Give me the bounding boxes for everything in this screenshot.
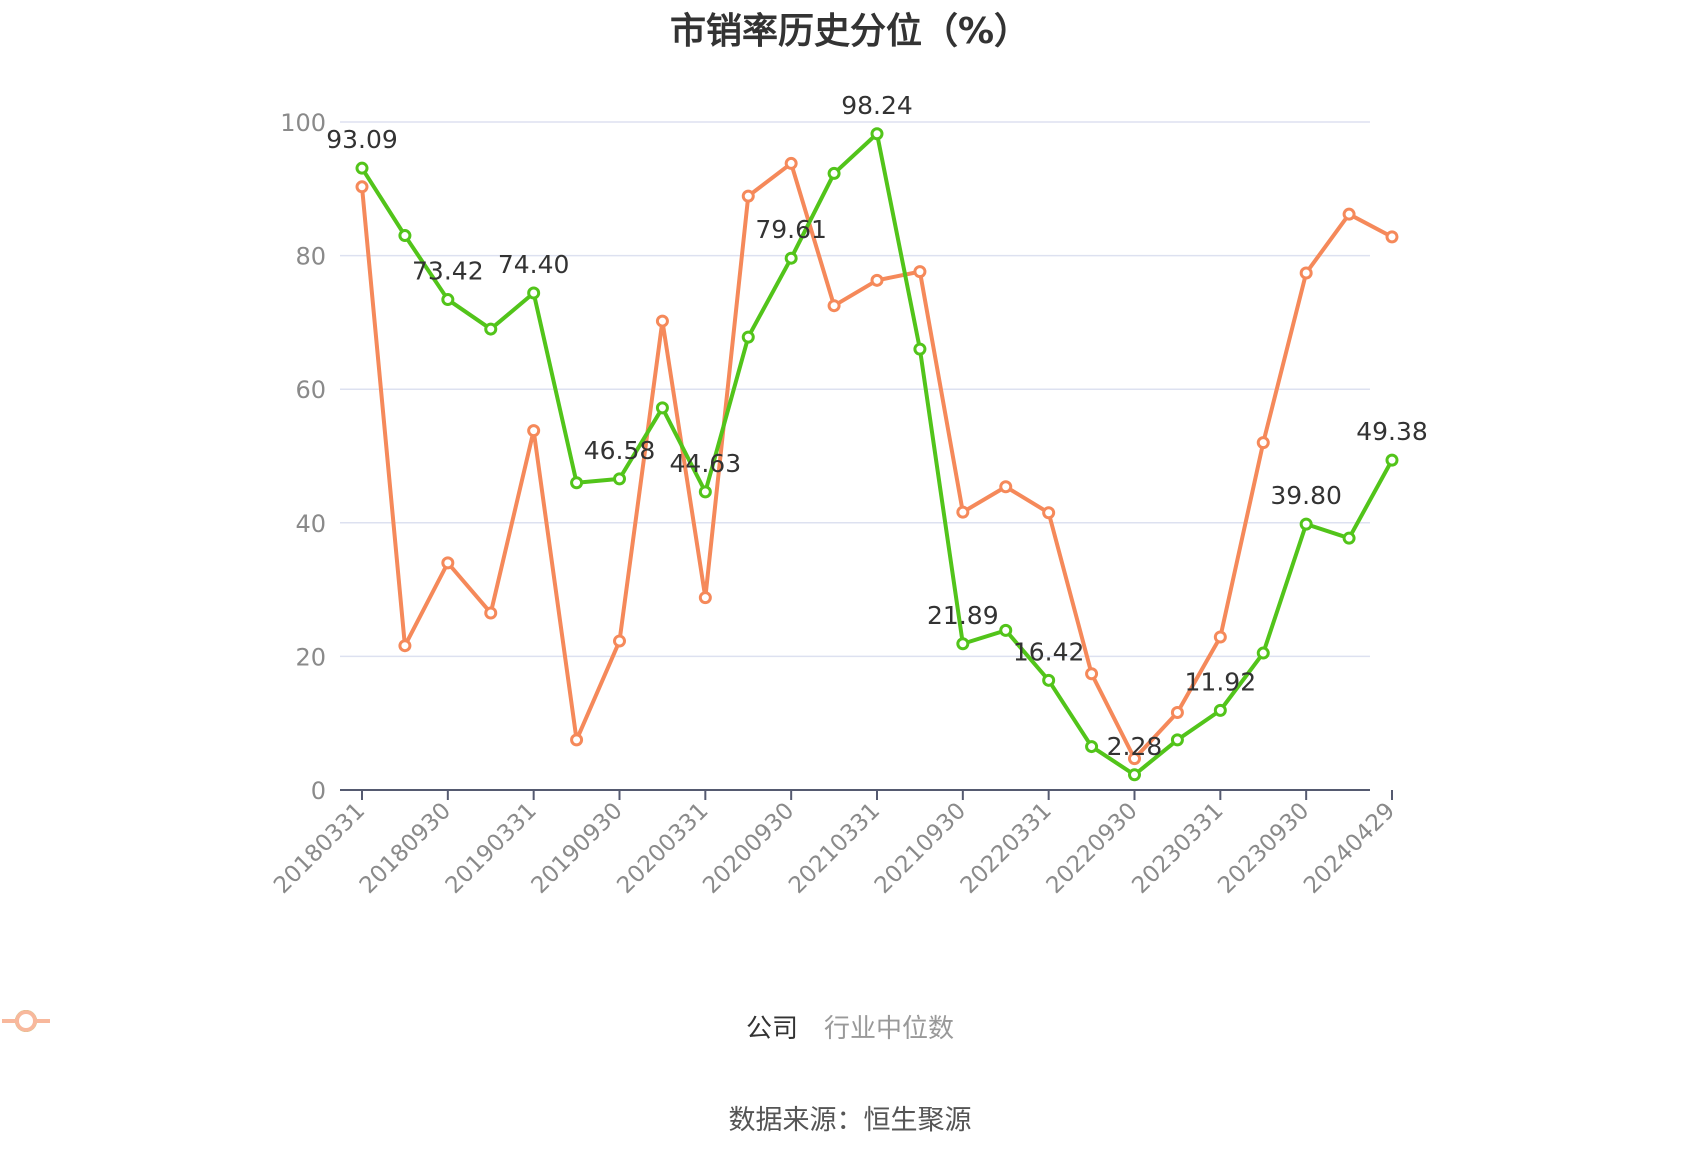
company-point (570, 476, 584, 490)
industry-point (1299, 266, 1313, 280)
industry-point (527, 424, 541, 438)
legend-label-company: 公司 (745, 1014, 798, 1044)
x-tick-label: 20210331 (784, 798, 885, 899)
data-label: 39.80 (1270, 481, 1342, 510)
series-layer (355, 127, 1399, 782)
industry-point (484, 606, 498, 620)
industry-point (956, 505, 970, 519)
data-label: 74.40 (498, 250, 570, 279)
x-tick-label: 20220930 (1042, 798, 1143, 899)
data-label: 79.61 (755, 215, 827, 244)
company-point (655, 401, 669, 415)
industry-point (913, 265, 927, 279)
industry-point (698, 591, 712, 605)
grid-layer (340, 121, 1370, 658)
industry-point (1085, 667, 1099, 681)
company-point (784, 251, 798, 265)
company-point (1213, 703, 1227, 717)
company-point (698, 485, 712, 499)
industry-point (1256, 436, 1270, 450)
industry-point (355, 180, 369, 194)
x-tick-label: 20230331 (1127, 798, 1228, 899)
industry-point (1385, 230, 1399, 244)
chart-title: 市销率历史分位（%） (669, 11, 1031, 52)
y-tick-label: 100 (280, 109, 326, 137)
company-point (1170, 733, 1184, 747)
industry-point (999, 480, 1013, 494)
company-point (870, 127, 884, 141)
industry-point (1042, 506, 1056, 520)
industry-point (1213, 630, 1227, 644)
data-label: 2.28 (1107, 732, 1163, 761)
y-tick-label: 60 (295, 376, 326, 404)
y-tick-label: 80 (295, 243, 326, 271)
industry-point (1342, 207, 1356, 221)
industry-point (827, 299, 841, 313)
company-point (956, 637, 970, 651)
legend: 公司 行业中位数 (0, 1008, 1700, 1045)
y-tick-label: 0 (311, 777, 326, 805)
data-label: 98.24 (841, 91, 913, 120)
company-point (1299, 517, 1313, 531)
company-point (441, 293, 455, 307)
industry-point (741, 189, 755, 203)
x-tick-label: 20210930 (870, 798, 971, 899)
x-tick-label: 20180331 (269, 798, 370, 899)
legend-label-industry: 行业中位数 (824, 1014, 955, 1044)
x-tick-label: 20180930 (355, 798, 456, 899)
legend-item-industry[interactable]: 行业中位数 (2, 1008, 955, 1045)
industry-legend-icon (2, 1010, 50, 1032)
company-point (827, 166, 841, 180)
industry-point (398, 639, 412, 653)
data-label: 93.09 (326, 125, 398, 154)
legend-item-company[interactable]: 公司 (2, 1008, 798, 1045)
data-label: 11.92 (1185, 667, 1257, 696)
axis-layer: 0 20 40 60 80 100 2018033120180930201903312019… (269, 109, 1400, 899)
y-tick-label: 20 (295, 643, 326, 671)
company-point (741, 330, 755, 344)
industry-point (655, 314, 669, 328)
data-label: 49.38 (1356, 417, 1428, 446)
x-tick-label: 20200331 (612, 798, 713, 899)
data-label-layer: 93.09 73.42 74.40 46.58 44.63 79.61 98.24 21.89… (326, 91, 1428, 761)
industry-point (1170, 706, 1184, 720)
x-tick-label: 20240429 (1299, 798, 1400, 899)
company-point (484, 322, 498, 336)
industry-point (441, 556, 455, 570)
company-point (999, 623, 1013, 637)
data-label: 46.58 (584, 436, 656, 465)
x-tick-label: 20230930 (1213, 798, 1314, 899)
industry-point (870, 273, 884, 287)
data-source: 数据来源：恒生聚源 (728, 1105, 972, 1136)
data-label: 21.89 (927, 601, 999, 630)
company-point (398, 229, 412, 243)
company-point (1256, 646, 1270, 660)
data-label: 73.42 (412, 257, 484, 286)
x-tick-label: 20190331 (441, 798, 542, 899)
x-tick-label: 20200930 (698, 798, 799, 899)
industry-point (570, 733, 584, 747)
y-tick-label: 40 (295, 510, 326, 538)
company-point (355, 161, 369, 175)
company-point (1128, 768, 1141, 782)
x-tick-label: 20220331 (956, 798, 1057, 899)
x-tick-label: 20190930 (527, 798, 628, 899)
company-point (1342, 531, 1356, 545)
industry-point (613, 634, 626, 648)
company-point (527, 286, 541, 300)
company-point (1385, 453, 1399, 467)
company-point (1042, 673, 1056, 687)
industry-point (1128, 752, 1141, 766)
data-label: 16.42 (1013, 637, 1085, 666)
company-point (1085, 740, 1099, 754)
company-point (913, 342, 927, 356)
industry-point (784, 156, 798, 170)
company-point (613, 472, 626, 486)
data-label: 44.63 (670, 449, 742, 478)
